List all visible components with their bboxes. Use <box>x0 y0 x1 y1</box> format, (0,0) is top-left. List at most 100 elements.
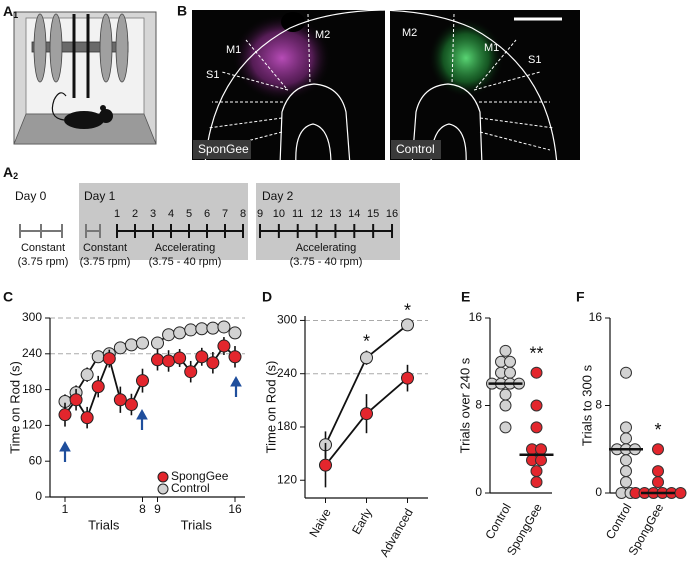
data-point <box>620 421 632 434</box>
data-point <box>162 354 176 368</box>
data-point <box>136 374 149 388</box>
region-label: M1 <box>226 44 241 56</box>
trial-number: 2 <box>132 208 138 220</box>
phase-name: Accelerating <box>155 242 216 254</box>
region-label: M2 <box>402 27 417 39</box>
x-tick-label: 1 <box>62 502 69 516</box>
phase-name: Accelerating <box>296 242 357 254</box>
x-tick-label: Advanced <box>377 506 416 559</box>
x-tick-label: Control <box>603 501 634 542</box>
legend-marker <box>157 483 169 495</box>
data-point <box>228 326 242 340</box>
caption-box <box>391 140 441 159</box>
y-tick-label: 240 <box>277 366 297 380</box>
region-label: S1 <box>206 69 219 81</box>
region-label: S1 <box>528 54 541 66</box>
panel-label: B <box>177 3 187 19</box>
data-point <box>499 388 512 401</box>
y-axis-label: Trials over 240 s <box>457 357 472 453</box>
data-point <box>113 393 127 407</box>
x-tick-label: Control <box>482 501 513 542</box>
trial-number: 7 <box>222 208 228 220</box>
trial-number: 4 <box>168 208 174 220</box>
trial-number: 8 <box>240 208 246 220</box>
panel-label: D <box>262 289 272 305</box>
significance: * <box>404 300 411 320</box>
data-point <box>530 476 543 489</box>
y-tick-label: 180 <box>22 382 42 396</box>
trial-number: 11 <box>292 208 303 220</box>
x-tick-label: Naive <box>306 506 334 540</box>
trial-number: 1 <box>114 208 120 220</box>
panel-label: F <box>576 289 585 305</box>
data-point <box>80 411 94 425</box>
y-tick-label: 0 <box>475 485 482 499</box>
data-point <box>530 465 543 478</box>
panel-letter: A <box>3 3 13 19</box>
panel-subscript: 2 <box>13 171 18 181</box>
data-point <box>652 465 664 478</box>
legend-label: Control <box>171 481 210 495</box>
significance: ** <box>529 343 543 363</box>
y-axis-label: Time on Rod (s) <box>7 361 22 454</box>
trial-number: 3 <box>150 208 156 220</box>
panel-label: E <box>461 289 470 305</box>
trial-number: 10 <box>273 208 285 220</box>
data-point <box>69 393 83 407</box>
data-point <box>173 326 187 340</box>
data-point <box>195 322 209 336</box>
x-tick-label: 9 <box>154 502 161 516</box>
image-caption: Control <box>396 142 435 156</box>
y-tick-label: 60 <box>29 453 43 467</box>
trial-number: 6 <box>204 208 210 220</box>
data-point <box>228 350 242 364</box>
x-tick-label: 8 <box>139 502 146 516</box>
data-point <box>620 432 632 445</box>
data-point <box>499 344 512 357</box>
data-point <box>151 336 164 350</box>
x-axis-label: Trials <box>88 517 120 532</box>
y-tick-label: 300 <box>277 313 297 327</box>
data-point <box>360 351 373 365</box>
data-point <box>124 398 138 412</box>
region-label: M2 <box>315 29 330 41</box>
day-label: Day 0 <box>15 189 47 203</box>
data-point <box>91 380 105 394</box>
x-tick-label: Early <box>349 506 375 537</box>
y-tick-label: 240 <box>22 346 42 360</box>
y-tick-label: 8 <box>595 398 602 412</box>
y-tick-label: 0 <box>35 489 42 503</box>
y-axis-label: Trials to 300 s <box>579 364 594 446</box>
phase-name: Constant <box>21 242 65 254</box>
data-point <box>504 355 516 368</box>
data-point <box>499 421 512 434</box>
image-content <box>390 10 558 160</box>
data-point <box>535 443 547 456</box>
y-tick-label: 300 <box>22 310 42 324</box>
data-point <box>136 336 149 350</box>
panel-label: A1 <box>3 3 18 21</box>
data-point <box>195 350 209 364</box>
x-tick-label: 16 <box>228 502 242 516</box>
data-point <box>319 458 332 472</box>
y-tick-label: 180 <box>277 419 297 433</box>
y-tick-label: 120 <box>22 418 42 432</box>
trial-arrows <box>59 375 242 462</box>
panel-label: C <box>3 289 13 305</box>
phase-speed: (3.75 - 40 rpm) <box>290 256 363 268</box>
region-label: M1 <box>484 42 499 54</box>
trial-number: 12 <box>310 208 322 220</box>
image-content <box>204 10 385 160</box>
legend-label: SpongGee <box>171 469 229 483</box>
data-point <box>620 454 632 467</box>
caption-box <box>193 140 251 159</box>
data-point <box>151 353 164 367</box>
data-point <box>499 399 512 412</box>
data-point <box>91 350 105 364</box>
y-tick-label: 0 <box>595 485 602 499</box>
data-point <box>620 366 632 379</box>
legend-marker <box>157 471 169 483</box>
data-point <box>620 465 632 478</box>
data-point <box>206 356 220 370</box>
